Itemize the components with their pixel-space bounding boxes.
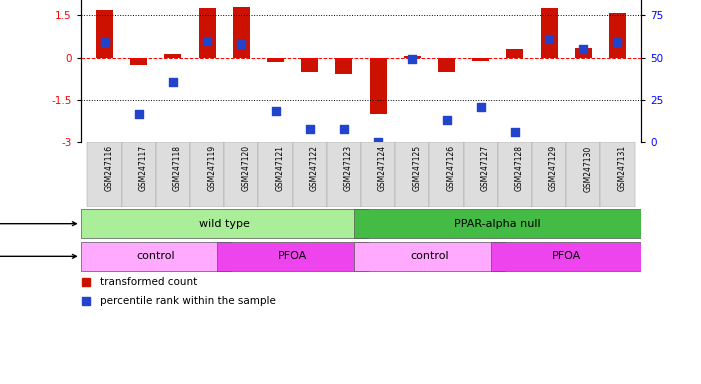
Bar [259,142,292,207]
Bar [88,142,122,207]
Point [578,46,589,52]
Text: GSM247116: GSM247116 [104,146,114,192]
Bar [532,142,566,207]
Point [201,38,212,44]
Bar [165,54,182,58]
Point [270,108,281,114]
Bar [491,242,641,271]
Text: GSM247125: GSM247125 [412,146,421,192]
Text: control: control [410,251,449,262]
Bar [369,58,387,114]
Bar [190,142,224,207]
Text: genotype/variation: genotype/variation [0,218,76,229]
Point [133,111,144,117]
Point [304,126,315,132]
Bar [354,209,641,238]
Point [372,139,383,145]
Point [339,126,350,132]
Text: GSM247117: GSM247117 [139,146,148,192]
Text: agent: agent [0,251,76,262]
Bar [96,10,113,58]
Bar [540,8,557,58]
Bar [267,58,284,62]
Bar [301,58,318,72]
Text: GSM247118: GSM247118 [173,146,182,191]
Text: GSM247129: GSM247129 [549,146,558,192]
Bar [354,242,505,271]
Text: GSM247123: GSM247123 [344,146,353,192]
Text: GSM247131: GSM247131 [618,146,627,192]
Bar [498,142,532,207]
Bar [430,142,463,207]
Point [168,78,179,84]
Text: GSM247122: GSM247122 [310,146,319,191]
Text: GSM247120: GSM247120 [241,146,250,192]
Bar [438,58,455,72]
Bar [122,142,156,207]
Bar [395,142,430,207]
Point [612,39,623,45]
Text: GSM247126: GSM247126 [447,146,456,192]
Bar [609,13,626,58]
Text: GSM247130: GSM247130 [583,146,592,192]
Text: GSM247124: GSM247124 [378,146,387,192]
Bar [292,142,327,207]
Text: PPAR-alpha null: PPAR-alpha null [454,218,541,229]
Point [407,56,418,62]
Text: GSM247128: GSM247128 [515,146,524,191]
Bar [361,142,395,207]
Text: GSM247121: GSM247121 [275,146,285,191]
Bar [404,56,421,58]
Point [441,116,452,122]
Text: GSM247127: GSM247127 [481,146,490,192]
Bar [472,58,489,61]
Bar [233,7,250,58]
Bar [81,242,231,271]
Bar [335,58,353,74]
Bar [575,48,592,58]
Bar [156,142,190,207]
Point [510,129,521,135]
Bar [217,242,368,271]
Text: control: control [137,251,175,262]
Text: PFOA: PFOA [278,251,307,262]
Bar [224,142,259,207]
Text: percentile rank within the sample: percentile rank within the sample [100,296,276,306]
Bar [81,209,368,238]
Bar [506,49,524,58]
Point [543,36,554,42]
Text: transformed count: transformed count [100,277,198,287]
Bar [600,142,634,207]
Text: wild type: wild type [199,218,250,229]
Text: PFOA: PFOA [552,251,581,262]
Point [99,39,110,45]
Point [475,104,486,110]
Bar [327,142,361,207]
Bar [566,142,600,207]
Bar [198,8,216,58]
Point [236,40,247,46]
Bar [463,142,498,207]
Bar [130,58,147,65]
Text: GSM247119: GSM247119 [207,146,216,192]
